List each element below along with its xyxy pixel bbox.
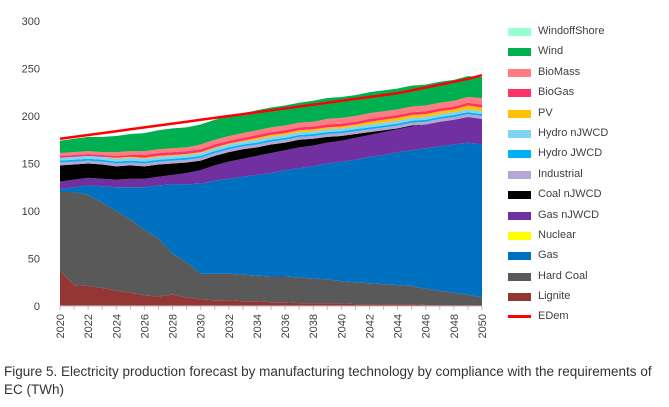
legend-item: Gas nJWCD bbox=[508, 206, 658, 226]
legend-swatch bbox=[508, 109, 531, 118]
legend-item: Wind bbox=[508, 42, 658, 62]
x-tick-label: 2030 bbox=[196, 314, 208, 338]
legend-label: Industrial bbox=[538, 167, 583, 180]
x-tick-label: 2038 bbox=[308, 314, 320, 338]
x-tick-label: 2026 bbox=[139, 314, 151, 338]
x-tick-label: 2020 bbox=[55, 314, 67, 338]
area-hard-coal bbox=[60, 192, 482, 306]
legend-swatch bbox=[508, 293, 531, 302]
x-tick-label: 2034 bbox=[252, 314, 264, 338]
legend-label: Hydro nJWCD bbox=[538, 126, 609, 139]
legend-label: BioMass bbox=[538, 65, 581, 78]
area-gas bbox=[60, 142, 482, 298]
legend-swatch bbox=[508, 129, 531, 138]
x-tick-label: 2046 bbox=[421, 314, 433, 338]
legend-label: Coal nJWCD bbox=[538, 188, 602, 201]
legend-item: Nuclear bbox=[508, 226, 658, 246]
legend-label: Nuclear bbox=[538, 228, 576, 241]
legend-swatch bbox=[508, 252, 531, 261]
legend-swatch bbox=[508, 315, 531, 319]
legend-swatch bbox=[508, 28, 531, 36]
x-tick-label: 2024 bbox=[111, 314, 123, 338]
area-industrial bbox=[60, 114, 482, 167]
area-hydro-jwcd bbox=[60, 112, 482, 164]
legend-item: PV bbox=[508, 104, 658, 124]
legend-item: Hydro nJWCD bbox=[508, 124, 658, 144]
legend-item: Hard Coal bbox=[508, 267, 658, 287]
x-tick-label: 2032 bbox=[224, 314, 236, 338]
area-lignite bbox=[60, 270, 482, 306]
legend-swatch bbox=[508, 89, 531, 98]
area-coal-njwcd bbox=[60, 116, 482, 182]
legend-item: BioGas bbox=[508, 83, 658, 103]
y-tick-label: 100 bbox=[22, 206, 40, 218]
legend-item: Industrial bbox=[508, 165, 658, 185]
area-gas-njwcd bbox=[60, 116, 482, 190]
legend-label: WindoffShore bbox=[538, 25, 605, 37]
x-tick-label: 2040 bbox=[336, 314, 348, 338]
axes: 0 50 100 150 200 250 300 2020 2022 2024 2026 2028 20… bbox=[22, 16, 489, 338]
stacked-area-chart: 0 50 100 150 200 250 300 2020 2022 2024 2026 2028 20… bbox=[22, 16, 489, 338]
y-tick-label: 0 bbox=[34, 301, 40, 313]
legend-label: EDem bbox=[538, 310, 569, 323]
x-tick-label: 2036 bbox=[280, 314, 292, 338]
y-tick-label: 50 bbox=[28, 254, 40, 266]
legend: WindoffShore Wind BioMass BioGas PV Hydro nJW… bbox=[508, 22, 658, 328]
legend-swatch bbox=[508, 170, 531, 179]
y-tick-label: 300 bbox=[22, 16, 40, 28]
legend-item: BioMass bbox=[508, 63, 658, 83]
legend-label: Lignite bbox=[538, 290, 571, 303]
x-tick-label: 2050 bbox=[477, 314, 489, 338]
line-edem bbox=[59, 73, 483, 141]
legend-swatch bbox=[508, 150, 531, 159]
legend-swatch bbox=[508, 48, 531, 57]
legend-label: BioGas bbox=[538, 86, 575, 99]
legend-label: Gas bbox=[538, 249, 559, 262]
x-tick-label: 2028 bbox=[168, 314, 180, 338]
legend-item: Hydro JWCD bbox=[508, 144, 658, 164]
legend-item: EDem bbox=[508, 307, 658, 327]
legend-swatch bbox=[508, 272, 531, 281]
x-tick-label: 2048 bbox=[449, 314, 461, 338]
area-hydro-njwcd bbox=[60, 109, 482, 162]
legend-label: Wind bbox=[538, 45, 564, 58]
legend-swatch bbox=[508, 191, 531, 200]
line-layers bbox=[59, 73, 483, 141]
legend-label: Gas nJWCD bbox=[538, 208, 600, 221]
legend-label: PV bbox=[538, 106, 553, 119]
legend-label: Hard Coal bbox=[538, 269, 588, 282]
legend-label: Hydro JWCD bbox=[538, 147, 603, 160]
legend-swatch bbox=[508, 68, 531, 77]
y-tick-label: 250 bbox=[22, 64, 40, 76]
legend-swatch bbox=[508, 211, 531, 220]
x-tick-label: 2022 bbox=[83, 314, 95, 338]
legend-item: WindoffShore bbox=[508, 22, 658, 42]
figure-caption: Figure 5. Electricity production forecas… bbox=[4, 364, 652, 397]
legend-item: Lignite bbox=[508, 287, 658, 307]
x-tick-label: 2042 bbox=[364, 314, 376, 338]
legend-swatch bbox=[508, 231, 531, 240]
area-biomass bbox=[60, 97, 482, 156]
legend-item: Gas bbox=[508, 246, 658, 266]
y-tick-label: 200 bbox=[22, 111, 40, 123]
y-tick-label: 150 bbox=[22, 159, 40, 171]
legend-item: Coal nJWCD bbox=[508, 185, 658, 205]
x-tick-label: 2044 bbox=[393, 314, 405, 338]
